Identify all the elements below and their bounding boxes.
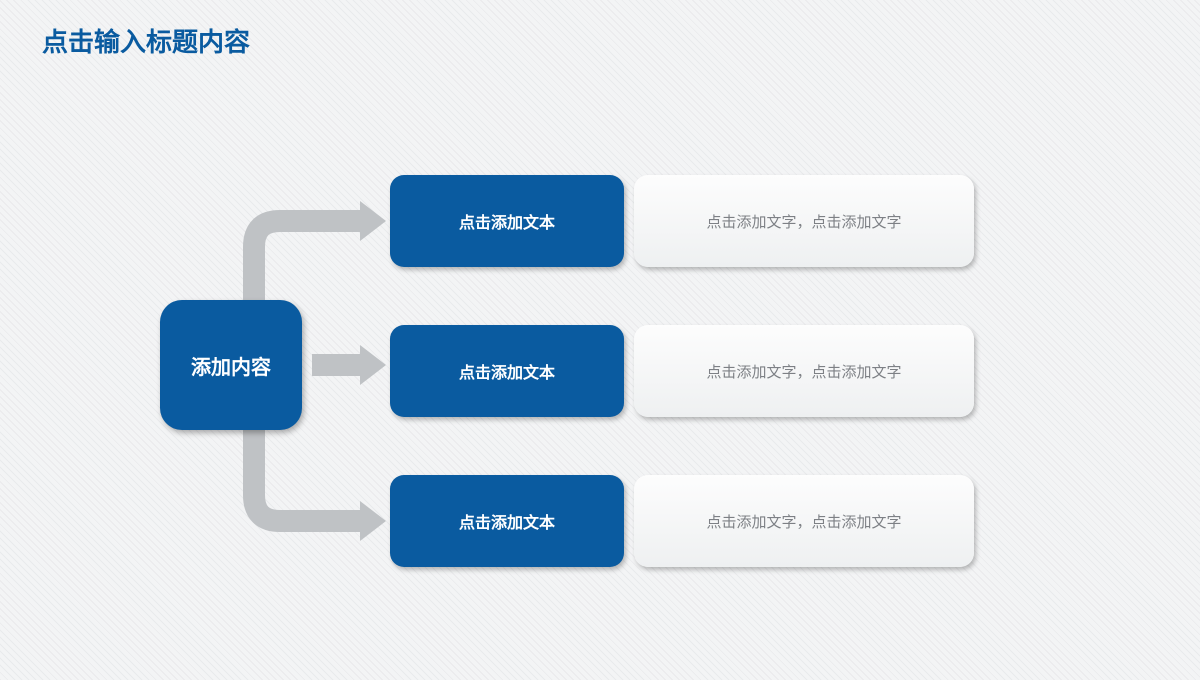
detail-node-label: 点击添加文字，点击添加文字 [706, 211, 901, 232]
detail-node: 点击添加文字，点击添加文字 [634, 325, 974, 417]
branch-node-label: 点击添加文本 [459, 509, 555, 533]
branch-node: 点击添加文本 [390, 175, 624, 267]
branch-node: 点击添加文本 [390, 325, 624, 417]
branch-node-label: 点击添加文本 [459, 359, 555, 383]
detail-node: 点击添加文字，点击添加文字 [634, 175, 974, 267]
source-node-label: 添加内容 [191, 351, 271, 380]
detail-node-label: 点击添加文字，点击添加文字 [706, 361, 901, 382]
detail-node: 点击添加文字，点击添加文字 [634, 475, 974, 567]
source-node: 添加内容 [160, 300, 302, 430]
branch-node-label: 点击添加文本 [459, 209, 555, 233]
branch-node: 点击添加文本 [390, 475, 624, 567]
page-title: 点击输入标题内容 [42, 22, 250, 59]
detail-node-label: 点击添加文字，点击添加文字 [706, 511, 901, 532]
